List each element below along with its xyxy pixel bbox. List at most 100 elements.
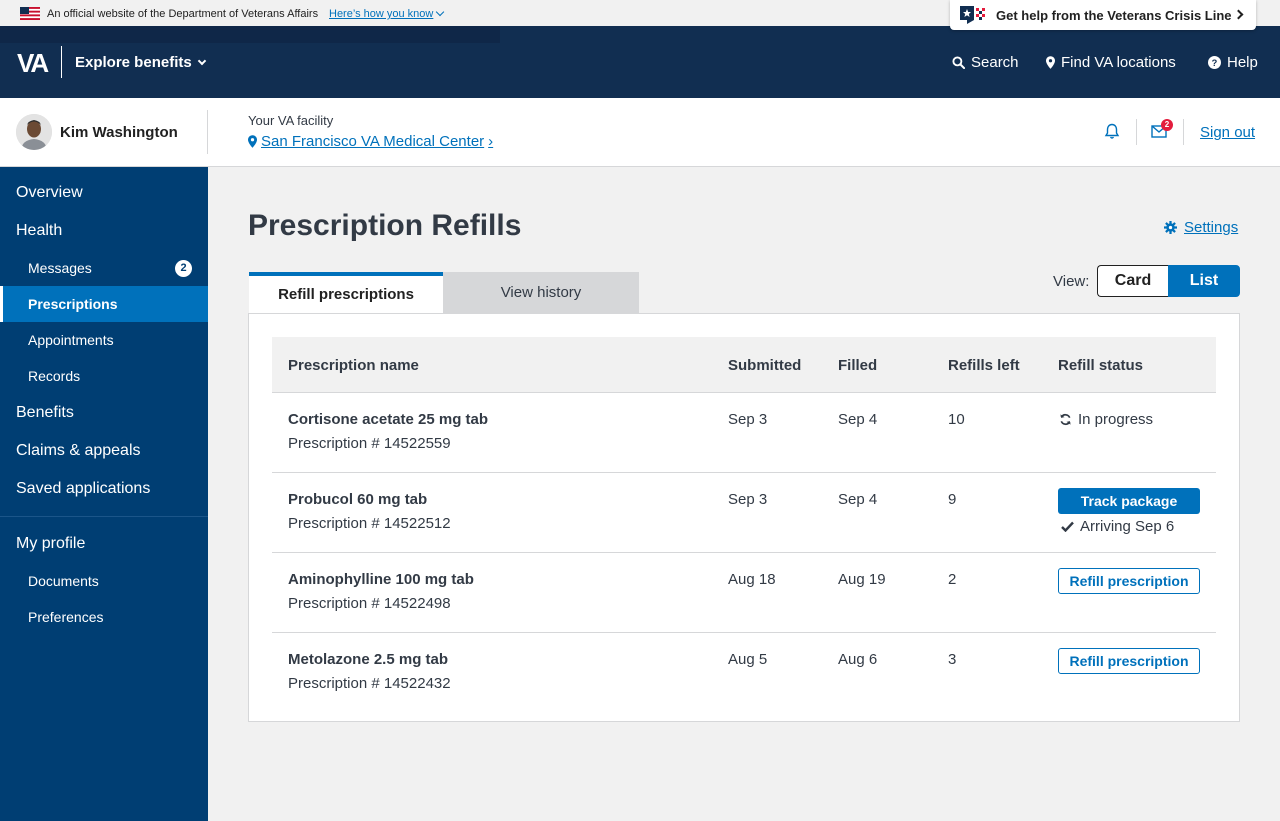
bell-icon[interactable]	[1104, 123, 1120, 140]
sidebar-item-claims[interactable]: Claims & appeals	[16, 442, 141, 459]
user-photo-icon	[16, 114, 52, 150]
header-accent-strip	[0, 26, 500, 43]
arriving-status: Arriving Sep 6	[1061, 518, 1174, 535]
explore-benefits-menu[interactable]: Explore benefits	[75, 54, 206, 71]
mail-count-badge: 2	[1161, 119, 1173, 131]
facility-name: San Francisco VA Medical Center	[261, 133, 485, 150]
sidebar-divider	[0, 516, 208, 517]
help-link[interactable]: ? Help	[1208, 54, 1258, 71]
refills-left: 3	[948, 651, 957, 668]
settings-label: Settings	[1184, 219, 1239, 236]
prescriptions-panel: Prescription name Submitted Filled Refil…	[248, 313, 1240, 722]
facility-link[interactable]: San Francisco VA Medical Center ›	[248, 133, 493, 150]
prescription-number: Prescription # 14522432	[288, 675, 451, 692]
gear-icon	[1164, 221, 1177, 234]
chevron-down-icon	[197, 56, 206, 66]
settings-link[interactable]: Settings	[1164, 219, 1238, 236]
refill-prescription-button[interactable]: Refill prescription	[1058, 648, 1200, 674]
prescription-name: Cortisone acetate 25 mg tab	[288, 411, 489, 428]
refills-left: 10	[948, 411, 965, 428]
sidebar-item-prescriptions[interactable]: Prescriptions	[0, 286, 208, 322]
divider	[1136, 119, 1137, 145]
refill-status-text: In progress	[1078, 411, 1154, 428]
submitted-date: Sep 3	[728, 491, 768, 508]
page-title: Prescription Refills	[248, 209, 522, 242]
search-icon	[952, 56, 965, 69]
column-header-refill-status: Refill status	[1058, 357, 1144, 374]
sidebar-item-overview[interactable]: Overview	[16, 184, 83, 201]
view-card-button[interactable]: Card	[1097, 265, 1168, 297]
how-you-know-label: Here’s how you know	[329, 8, 434, 20]
sidebar-item-saved-applications[interactable]: Saved applications	[16, 480, 151, 497]
submitted-date: Aug 18	[728, 571, 776, 588]
avatar[interactable]	[16, 114, 52, 150]
tab-refill-prescriptions[interactable]: Refill prescriptions	[249, 272, 443, 314]
map-pin-icon	[1046, 56, 1055, 69]
prescription-name: Aminophylline 100 mg tab	[288, 571, 474, 588]
help-icon: ?	[1208, 56, 1221, 69]
refills-left: 9	[948, 491, 957, 508]
chevron-down-icon	[436, 7, 445, 17]
view-label: View:	[1053, 273, 1090, 290]
crisis-line-button[interactable]: Get help from the Veterans Crisis Line	[950, 0, 1256, 30]
track-package-button[interactable]: Track package	[1058, 488, 1200, 514]
checkmark-icon	[1061, 521, 1074, 532]
table-row: Cortisone acetate 25 mg tab Prescription…	[272, 393, 1216, 473]
view-list-button[interactable]: List	[1168, 265, 1240, 297]
logo-divider	[61, 46, 62, 78]
svg-text:?: ?	[1212, 58, 1218, 68]
sidebar-item-preferences[interactable]: Preferences	[28, 609, 104, 625]
prescription-number: Prescription # 14522512	[288, 515, 451, 532]
sidebar-item-label: Messages	[28, 260, 92, 276]
refill-prescription-button[interactable]: Refill prescription	[1058, 568, 1200, 594]
table-row: Aminophylline 100 mg tab Prescription # …	[272, 553, 1216, 633]
find-locations-label: Find VA locations	[1061, 54, 1176, 71]
submitted-date: Aug 5	[728, 651, 768, 668]
table-row: Probucol 60 mg tab Prescription # 145225…	[272, 473, 1216, 553]
sidebar-item-health[interactable]: Health	[16, 222, 63, 239]
messages-count-badge: 2	[175, 260, 192, 277]
prescription-name: Metolazone 2.5 mg tab	[288, 651, 449, 668]
official-text: An official website of the Department of…	[47, 8, 319, 20]
map-pin-icon	[248, 135, 257, 148]
filled-date: Aug 6	[838, 651, 878, 668]
crisis-line-label: Get help from the Veterans Crisis Line	[996, 8, 1232, 23]
filled-date: Aug 19	[838, 571, 886, 588]
find-locations-link[interactable]: Find VA locations	[1046, 54, 1176, 71]
sidebar-item-documents[interactable]: Documents	[28, 573, 99, 589]
column-header-filled: Filled	[838, 357, 878, 374]
prescription-number: Prescription # 14522559	[288, 435, 451, 452]
search-label: Search	[971, 54, 1019, 71]
chevron-right-icon	[1233, 9, 1244, 20]
prescription-number: Prescription # 14522498	[288, 595, 451, 612]
divider	[207, 110, 208, 154]
how-you-know-link[interactable]: Here’s how you know	[329, 7, 445, 20]
explore-benefits-label: Explore benefits	[75, 54, 192, 71]
refill-status: In progress	[1059, 411, 1153, 428]
help-label: Help	[1227, 54, 1258, 71]
crisis-line-icon	[960, 6, 985, 24]
prescription-name: Probucol 60 mg tab	[288, 491, 428, 508]
table-header: Prescription name Submitted Filled Refil…	[272, 337, 1216, 393]
facility-label: Your VA facility	[248, 113, 334, 128]
search-link[interactable]: Search	[952, 54, 1019, 71]
refills-left: 2	[948, 571, 957, 588]
divider	[1183, 119, 1184, 145]
sign-out-link[interactable]: Sign out	[1200, 124, 1256, 141]
sidebar-item-records[interactable]: Records	[28, 368, 81, 384]
sidebar-item-benefits[interactable]: Benefits	[16, 404, 74, 421]
tab-view-history[interactable]: View history	[443, 272, 639, 314]
submitted-date: Sep 3	[728, 411, 768, 428]
user-name: Kim Washington	[60, 124, 178, 141]
refresh-icon	[1060, 413, 1071, 426]
sidebar-nav: Overview Health Messages 2 Prescriptions…	[0, 167, 208, 821]
sidebar-item-my-profile[interactable]: My profile	[16, 535, 86, 552]
sidebar-item-messages[interactable]: Messages 2	[0, 250, 208, 286]
sidebar-item-appointments[interactable]: Appointments	[28, 332, 114, 348]
chevron-right-icon: ›	[488, 133, 494, 150]
arriving-text: Arriving Sep 6	[1080, 518, 1175, 535]
column-header-name: Prescription name	[288, 357, 419, 374]
va-logo[interactable]: VA	[17, 48, 49, 78]
table-row: Metolazone 2.5 mg tab Prescription # 145…	[272, 633, 1216, 713]
column-header-submitted: Submitted	[728, 357, 802, 374]
